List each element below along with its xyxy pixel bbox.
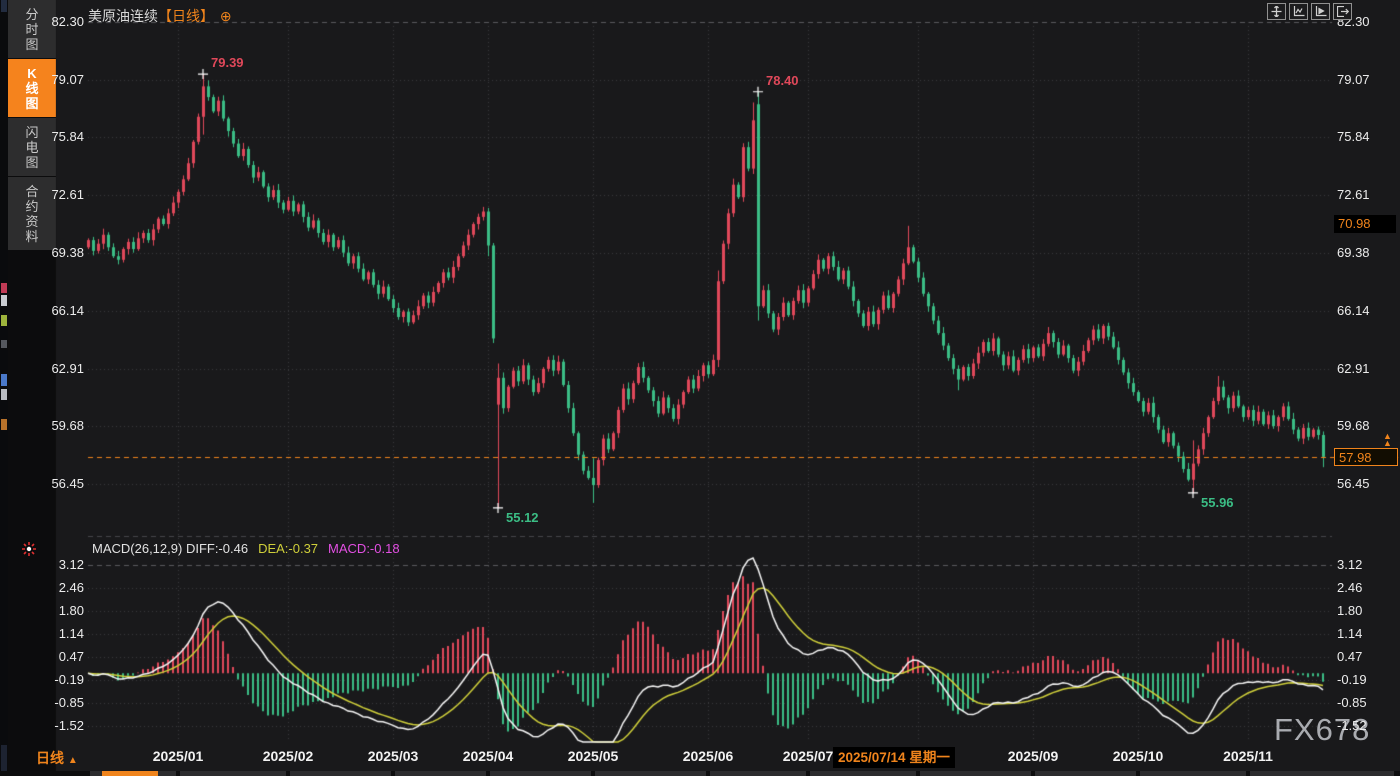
extreme-low-label: 55.12 bbox=[506, 509, 539, 525]
price-tick: 56.45 bbox=[51, 476, 84, 492]
scrollbar-segment[interactable] bbox=[1140, 771, 1246, 776]
extreme-high-label: 78.40 bbox=[766, 72, 799, 88]
price-tick: 62.91 bbox=[51, 360, 84, 376]
macd-tick: 2.46 bbox=[1337, 579, 1363, 595]
macd-tick: -1.52 bbox=[54, 718, 84, 734]
extreme-high-label: 79.39 bbox=[211, 55, 244, 71]
x-axis-scale-icon[interactable] bbox=[1311, 3, 1330, 20]
scrollbar-segment[interactable] bbox=[595, 771, 706, 776]
macd-tick: -0.19 bbox=[1337, 671, 1367, 687]
scrollbar-segment[interactable] bbox=[1035, 771, 1136, 776]
scrollbar-segment[interactable] bbox=[920, 771, 1031, 776]
month-label: 2025/05 bbox=[567, 748, 619, 764]
macd-value: MACD:-0.18 bbox=[328, 541, 400, 556]
extreme-low-label: 55.96 bbox=[1201, 494, 1234, 510]
month-label: 2025/11 bbox=[1223, 748, 1273, 764]
price-tick: 62.91 bbox=[1337, 360, 1370, 376]
month-label: 2025/01 bbox=[152, 748, 204, 764]
chart-title: 美原油连续【日线】 ⊕ bbox=[88, 6, 232, 26]
y-axis-scale-icon[interactable] bbox=[1289, 3, 1308, 20]
macd-tick: 0.47 bbox=[1337, 648, 1363, 664]
prev-close-badge: 70.98 bbox=[1334, 215, 1396, 234]
period-selector[interactable]: 日线 ▲ bbox=[36, 750, 78, 766]
last-price-badge: 57.98 bbox=[1334, 447, 1398, 466]
macd-tick: 3.12 bbox=[58, 556, 84, 572]
macd-tick: -0.85 bbox=[54, 694, 84, 710]
macd-header: MACD(26,12,9) DIFF:-0.46 DEA:-0.37 MACD:-0… bbox=[92, 541, 400, 556]
macd-tick: 0.47 bbox=[58, 648, 84, 664]
period-tag: 【日线】 bbox=[158, 8, 214, 24]
price-tick: 66.14 bbox=[1337, 302, 1370, 318]
month-label: 2025/03 bbox=[367, 748, 419, 764]
price-tick: 79.07 bbox=[1337, 71, 1370, 87]
crosshair-date-tooltip: 2025/07/14 星期一 bbox=[833, 747, 955, 768]
price-tick: 69.38 bbox=[1337, 244, 1370, 260]
macd-tick: -1.52 bbox=[1337, 718, 1367, 734]
dea-value: DEA:-0.37 bbox=[258, 541, 319, 556]
price-tick: 72.61 bbox=[1337, 187, 1370, 203]
macd-name-and-diff: MACD(26,12,9) DIFF:-0.46 bbox=[92, 541, 249, 556]
time-scrollbar[interactable] bbox=[0, 771, 1400, 776]
export-icon[interactable] bbox=[1333, 3, 1352, 20]
macd-tick: 2.46 bbox=[58, 579, 84, 595]
price-tick: 82.30 bbox=[51, 14, 84, 29]
macd-tick: 1.80 bbox=[58, 602, 84, 618]
macd-tick: 3.12 bbox=[1337, 556, 1363, 572]
price-tick: 59.68 bbox=[1337, 418, 1370, 434]
watermark: FX678 bbox=[1274, 712, 1371, 747]
price-tick: 72.61 bbox=[51, 187, 84, 203]
chart-toolbar bbox=[1267, 3, 1352, 20]
macd-settings-icon[interactable] bbox=[21, 541, 37, 557]
macd-tick: -0.19 bbox=[54, 671, 84, 687]
price-tick: 79.07 bbox=[51, 71, 84, 87]
macd-tick: -0.85 bbox=[1337, 694, 1367, 710]
period-arrow-icon: ▲ bbox=[67, 755, 78, 766]
macd-tick: 1.80 bbox=[1337, 602, 1363, 618]
month-label: 2025/04 bbox=[462, 748, 514, 764]
macd-tick: 1.14 bbox=[1337, 625, 1363, 641]
price-tick: 59.68 bbox=[51, 418, 84, 434]
macd-tick: 1.14 bbox=[58, 625, 84, 641]
scrollbar-segment[interactable] bbox=[290, 771, 391, 776]
scrollbar-segment[interactable] bbox=[810, 771, 916, 776]
price-tick: 75.84 bbox=[51, 129, 84, 145]
price-tick: 66.14 bbox=[51, 302, 84, 318]
scrollbar-segment[interactable] bbox=[395, 771, 486, 776]
scrollbar-segment[interactable] bbox=[1250, 771, 1394, 776]
symbol-name: 美原油连续 bbox=[88, 8, 158, 24]
scrollbar-segment[interactable] bbox=[180, 771, 286, 776]
month-label: 2025/02 bbox=[262, 748, 314, 764]
month-label: 2025/09 bbox=[1007, 748, 1059, 764]
price-tick: 75.84 bbox=[1337, 129, 1370, 145]
pan-icon[interactable] bbox=[1267, 3, 1286, 20]
scrollbar-segment[interactable] bbox=[490, 771, 591, 776]
month-label: 2025/06 bbox=[682, 748, 734, 764]
scrollbar-handle[interactable] bbox=[102, 771, 158, 776]
month-label: 2025/07 bbox=[782, 748, 834, 764]
time-axis: 2025/01 2025/02 2025/03 2025/04 2025/05 2025/… bbox=[0, 745, 1400, 771]
price-tick: 69.38 bbox=[51, 244, 84, 260]
add-indicator-icon[interactable]: ⊕ bbox=[219, 8, 232, 24]
price-up-arrows-icon: ▲ ▲ bbox=[1383, 430, 1392, 448]
month-label: 2025/10 bbox=[1112, 748, 1164, 764]
scrollbar-segment[interactable] bbox=[710, 771, 806, 776]
price-tick: 56.45 bbox=[1337, 476, 1370, 492]
